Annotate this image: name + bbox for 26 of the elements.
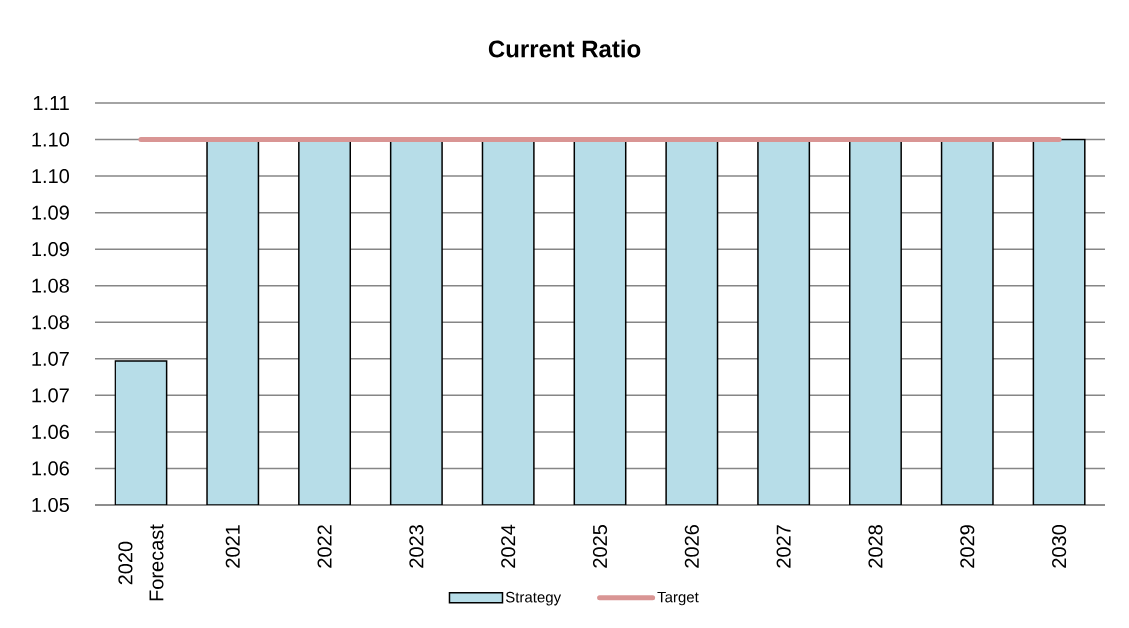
y-tick-label: 1.10 [32,132,70,147]
x-tick-label: 2021 [225,525,240,568]
y-tick-label: 1.09 [32,205,69,220]
y-tick-label: 1.05 [32,497,69,513]
x-tick-label: 2026 [684,525,699,568]
legend-label: Target [657,591,699,606]
y-tick-label: 1.08 [32,315,69,330]
y-tick-label: 1.07 [32,388,69,403]
x-tick-label: 2023 [409,525,424,568]
x-tick-label: 2028 [868,525,883,568]
y-tick-label: 1.10 [32,169,70,184]
y-tick-label: 1.06 [32,424,69,439]
y-tick-label: 1.09 [32,242,69,257]
y-tick-label: 1.07 [32,351,69,366]
x-tick-label: 2029 [960,525,975,568]
x-tick-label: 2024 [501,524,516,568]
y-tick-label: 1.11 [33,96,69,110]
x-tick-label: 2020 Forecast [118,524,164,601]
x-tick-label: 2027 [776,525,791,568]
x-tick-label: 2022 [317,525,332,568]
legend-label: Strategy [505,591,562,606]
y-tick-label: 1.06 [32,461,69,476]
chart-title: Current Ratio [488,39,641,58]
x-tick-label: 2025 [592,525,608,568]
x-tick-label: 2030 [1052,524,1067,568]
y-tick-label: 1.08 [32,278,69,293]
